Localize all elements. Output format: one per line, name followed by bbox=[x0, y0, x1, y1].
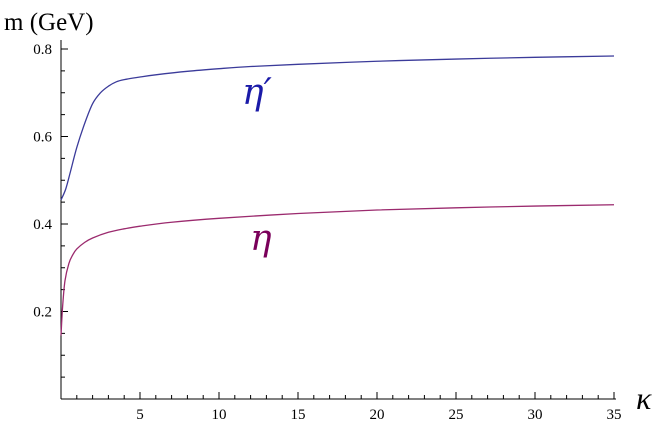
y-tick-label: 0.4 bbox=[33, 217, 52, 233]
y-tick-label: 0.8 bbox=[33, 42, 52, 58]
x-tick-label: 35 bbox=[607, 407, 622, 423]
x-tick-label: 5 bbox=[136, 407, 144, 423]
y-tick-label: 0.6 bbox=[33, 130, 52, 146]
x-tick-label: 30 bbox=[528, 407, 543, 423]
y-tick-label: 0.2 bbox=[33, 305, 52, 321]
x-tick-label: 25 bbox=[449, 407, 464, 423]
axes: 5 10 15 20 25 30 35 0.2 0.4 0.6 0.8 bbox=[33, 40, 622, 423]
eta-curve bbox=[60, 204, 615, 336]
x-axis-title: κ bbox=[636, 380, 652, 416]
y-axis-title: m (GeV) bbox=[4, 9, 94, 36]
eta-label: η bbox=[250, 218, 272, 259]
x-tick-label: 10 bbox=[212, 407, 227, 423]
eta-prime-label: η′ bbox=[242, 72, 272, 113]
plot-area bbox=[60, 55, 615, 336]
eta-prime-curve bbox=[60, 55, 615, 201]
x-tick-label: 20 bbox=[370, 407, 385, 423]
x-tick-label: 15 bbox=[291, 407, 306, 423]
